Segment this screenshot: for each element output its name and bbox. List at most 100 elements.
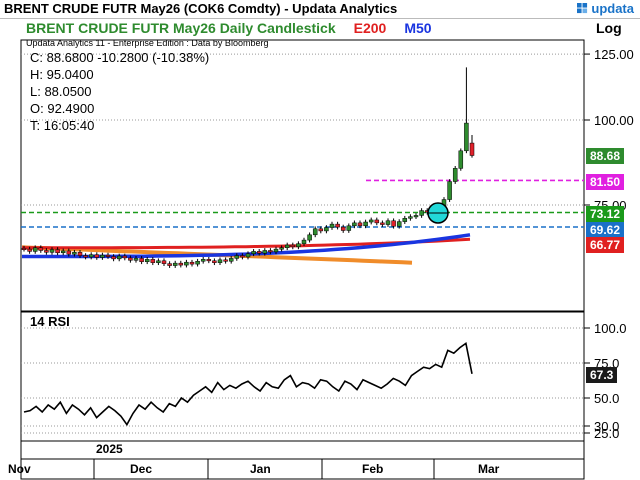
candle-body <box>111 256 116 260</box>
rsi-tick-label: 50.0 <box>594 391 619 406</box>
brand-name: updata <box>591 1 634 16</box>
title-bar: BRENT CRUDE FUTR May26 (COK6 Comdty) - U… <box>0 0 640 19</box>
month-label-dec: Dec <box>130 462 153 476</box>
rsi-line <box>23 342 473 427</box>
price-panel <box>20 39 585 312</box>
candle-body <box>447 181 452 200</box>
candle-body <box>21 247 27 250</box>
candle-body <box>32 247 38 252</box>
rsi-tick-label: 100.0 <box>594 321 627 336</box>
candles <box>21 67 475 268</box>
candle-body <box>161 260 167 264</box>
price-tick-label: 100.00 <box>594 113 634 128</box>
candle-body <box>391 220 396 227</box>
candle-body <box>100 254 105 258</box>
low-readout: L: 88.0500 <box>30 84 92 99</box>
candle-body <box>413 215 419 218</box>
candle-body <box>408 216 413 219</box>
open-readout: O: 92.4900 <box>30 101 95 116</box>
candle-body <box>284 244 290 248</box>
rsi-tick-label: 30.0 <box>594 419 619 434</box>
blue-level-tag: 69.62 <box>586 222 625 238</box>
price-tick-label: 125.00 <box>594 47 634 62</box>
candle-body <box>368 219 374 223</box>
candle-body <box>324 227 329 232</box>
candle-body <box>150 259 156 263</box>
price-gridlines <box>21 53 584 206</box>
candle-body <box>363 221 368 227</box>
candle-body <box>38 247 44 251</box>
candle-body <box>212 260 217 263</box>
legend-m50: M50 <box>404 20 432 36</box>
candle-body <box>206 259 212 262</box>
high-readout: H: 95.0400 <box>30 67 94 82</box>
green-level-tag: 73.12 <box>586 206 625 222</box>
candle-body <box>167 263 172 266</box>
magenta-level-tag: 81.50 <box>586 174 625 190</box>
candle-body <box>357 222 363 227</box>
rsi-panel <box>20 311 585 442</box>
candle-body <box>200 259 206 262</box>
candle-body <box>290 244 296 248</box>
candle-body <box>27 248 32 252</box>
candle-body <box>44 250 49 253</box>
candle-body <box>318 228 324 232</box>
candle-body <box>60 250 66 254</box>
candle-body <box>273 248 279 253</box>
candle-body <box>128 257 133 261</box>
candle-body <box>234 255 240 259</box>
candle-body <box>469 142 475 156</box>
chart-legend: BRENT CRUDE FUTR May26 Daily Candlestick… <box>26 20 450 36</box>
rsi-title: 14 RSI <box>30 314 70 329</box>
candle-body <box>262 250 268 254</box>
e200-tag: 66.77 <box>586 237 625 253</box>
candle-body <box>133 258 139 261</box>
candle-body <box>452 168 458 182</box>
candle-body <box>172 262 178 266</box>
candle-body <box>156 260 161 263</box>
candle-body <box>178 262 184 266</box>
month-label-nov: Nov <box>8 462 31 476</box>
candle-body <box>335 223 340 228</box>
candle-body <box>296 243 301 248</box>
legend-series: BRENT CRUDE FUTR May26 Daily Candlestick <box>26 20 336 36</box>
month-label-feb: Feb <box>362 462 384 476</box>
candle-body <box>307 234 312 241</box>
level-lines <box>21 179 584 228</box>
candle-body <box>223 259 228 262</box>
candle-body <box>228 258 234 262</box>
candle-body <box>245 253 251 258</box>
candle-body <box>396 221 402 227</box>
candle-body <box>380 222 385 225</box>
candle-body <box>374 219 380 224</box>
candle-body <box>256 251 262 254</box>
month-label-mar: Mar <box>478 462 500 476</box>
candle-body <box>352 222 357 227</box>
candle-body <box>340 226 346 231</box>
brand-logo[interactable]: updata <box>577 1 634 16</box>
candle-body <box>329 223 335 228</box>
candle-body <box>458 150 464 169</box>
legend-e200: E200 <box>353 20 387 36</box>
month-label-jan: Jan <box>250 462 271 476</box>
candle-body <box>240 255 245 258</box>
candle-body <box>385 220 391 225</box>
data-source-note: Updata Analytics 11 - Enterprise Edition… <box>26 38 269 48</box>
candle-body <box>122 255 128 259</box>
candle-body <box>105 254 111 257</box>
candle-body <box>268 250 273 253</box>
scale-label[interactable]: Log <box>596 20 622 36</box>
candle-body <box>83 255 88 258</box>
candle-body <box>312 228 318 236</box>
last-price-tag: 88.68 <box>586 148 625 164</box>
year-label: 2025 <box>96 442 123 456</box>
candle-body <box>402 218 408 222</box>
window-title: BRENT CRUDE FUTR May26 (COK6 Comdty) - U… <box>4 1 398 16</box>
candle-body <box>88 254 94 258</box>
rsi-gridlines <box>21 327 584 434</box>
candle-body <box>139 258 144 262</box>
candle-body <box>66 250 72 255</box>
candle-body <box>49 249 55 253</box>
close-readout: C: 88.6800 -10.2800 (-10.38%) <box>30 50 210 65</box>
